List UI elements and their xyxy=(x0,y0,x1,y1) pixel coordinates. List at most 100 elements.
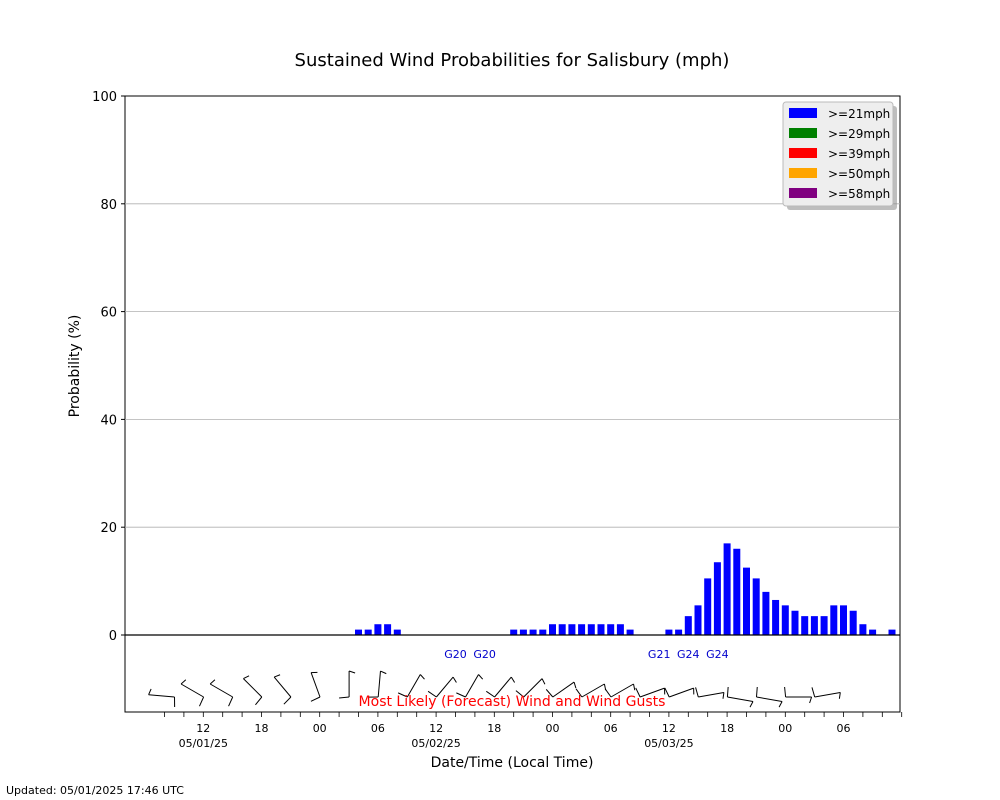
gust-labels: G20 G20 G21 G24 G24 xyxy=(444,648,728,661)
wind-barb xyxy=(545,681,577,698)
gust-label: G20 xyxy=(473,648,496,661)
legend-swatch xyxy=(789,168,817,178)
y-axis-label: Probability (%) xyxy=(67,315,83,418)
x-tick-date-label: 05/01/25 xyxy=(179,737,228,750)
bar-60 xyxy=(743,567,750,635)
wind-barb xyxy=(664,687,695,698)
legend-swatch xyxy=(789,108,817,118)
bar-21 xyxy=(364,629,372,635)
wind-barb xyxy=(397,674,425,698)
y-tick-label-100: 100 xyxy=(92,90,117,105)
gust-label: G20 xyxy=(444,648,467,661)
x-tick-date-label: 05/02/25 xyxy=(411,737,460,750)
bar-22 xyxy=(374,624,382,635)
y-tick-label-80: 80 xyxy=(100,198,117,213)
bar-58 xyxy=(723,543,731,635)
bar-48 xyxy=(626,629,634,635)
forecast-label: Most Likely (Forecast) Wind and Wind Gus… xyxy=(359,694,666,710)
x-tick-time-label: 00 xyxy=(546,722,560,735)
x-tick-time-label: 06 xyxy=(837,722,851,735)
wind-barb xyxy=(726,686,754,708)
legend: >=21mph >=29mph >=39mph >=50mph >=58mph xyxy=(782,101,897,210)
bar-47 xyxy=(616,624,624,635)
gridlines xyxy=(125,203,900,528)
legend-label: >=29mph xyxy=(828,127,890,141)
wind-barb xyxy=(635,687,666,698)
x-tick-time-label: 12 xyxy=(662,722,676,735)
wind-barb xyxy=(427,676,457,698)
wind-barb xyxy=(243,675,263,706)
wind-barb xyxy=(310,671,321,702)
bar-42 xyxy=(568,624,576,635)
x-tick-date-label: 05/03/25 xyxy=(644,737,693,750)
bar-72 xyxy=(859,624,867,635)
wind-barb xyxy=(273,674,292,705)
wind-barbs xyxy=(148,670,841,708)
bar-61 xyxy=(752,578,760,635)
bar-67 xyxy=(810,616,818,635)
updated-timestamp: Updated: 05/01/2025 17:46 UTC xyxy=(6,784,184,797)
bar-36 xyxy=(510,629,518,635)
wind-barb xyxy=(515,678,546,698)
y-tick-label-0: 0 xyxy=(109,629,117,644)
x-tick-time-label: 06 xyxy=(371,722,385,735)
wind-barb xyxy=(784,686,813,704)
wind-barb xyxy=(339,670,356,699)
x-axis-ticks: 12 05/01/25 18 00 06 12 05/02/25 18 00 06 12 05/03/… xyxy=(164,712,903,750)
gust-label: G24 xyxy=(677,648,700,661)
bar-40 xyxy=(549,624,556,635)
bar-43 xyxy=(578,624,586,635)
bar-69 xyxy=(830,605,838,635)
wind-barb xyxy=(180,679,205,707)
wind-barb xyxy=(486,676,516,698)
bar-68 xyxy=(820,616,828,635)
x-tick-time-label: 18 xyxy=(487,722,501,735)
x-tick-time-label: 12 xyxy=(196,722,210,735)
bar-52 xyxy=(665,629,673,635)
legend-label: >=39mph xyxy=(828,147,890,161)
legend-swatch xyxy=(789,148,817,158)
wind-barb xyxy=(811,687,841,699)
wind-barb xyxy=(368,670,387,698)
y-tick-label-40: 40 xyxy=(100,413,117,428)
y-tick-label-60: 60 xyxy=(100,306,117,321)
bar-37 xyxy=(519,629,527,635)
wind-barb xyxy=(604,683,636,698)
bar-53 xyxy=(675,629,683,635)
bar-24 xyxy=(393,629,401,635)
legend-label: >=50mph xyxy=(828,167,890,181)
bar-73 xyxy=(869,629,877,635)
wind-barb xyxy=(695,687,725,699)
bar-45 xyxy=(597,624,605,635)
x-tick-time-label: 12 xyxy=(429,722,443,735)
bars-group xyxy=(355,543,896,635)
x-tick-time-label: 18 xyxy=(255,722,269,735)
x-tick-time-label: 18 xyxy=(720,722,734,735)
x-tick-time-label: 06 xyxy=(604,722,618,735)
bar-75 xyxy=(888,629,896,635)
bar-64 xyxy=(781,605,789,635)
y-axis-ticks: 0 20 40 60 80 100 xyxy=(92,90,125,644)
bar-56 xyxy=(704,578,712,635)
wind-panel xyxy=(124,634,901,713)
bar-66 xyxy=(801,616,809,635)
bar-59 xyxy=(733,548,741,635)
x-axis-label: Date/Time (Local Time) xyxy=(431,755,594,771)
bar-62 xyxy=(762,591,770,635)
bar-38 xyxy=(529,629,537,635)
bar-20 xyxy=(355,629,362,635)
bar-41 xyxy=(558,624,566,635)
bar-44 xyxy=(587,624,595,635)
bar-55 xyxy=(694,605,702,635)
x-tick-time-label: 00 xyxy=(778,722,792,735)
wind-barb xyxy=(756,686,783,708)
legend-swatch xyxy=(789,188,817,198)
y-tick-label-20: 20 xyxy=(100,521,117,536)
x-tick-time-label: 00 xyxy=(313,722,327,735)
wind-barb xyxy=(148,688,176,708)
bar-23 xyxy=(384,624,392,635)
bar-54 xyxy=(684,616,692,635)
gust-label: G24 xyxy=(706,648,729,661)
bar-65 xyxy=(791,610,799,635)
